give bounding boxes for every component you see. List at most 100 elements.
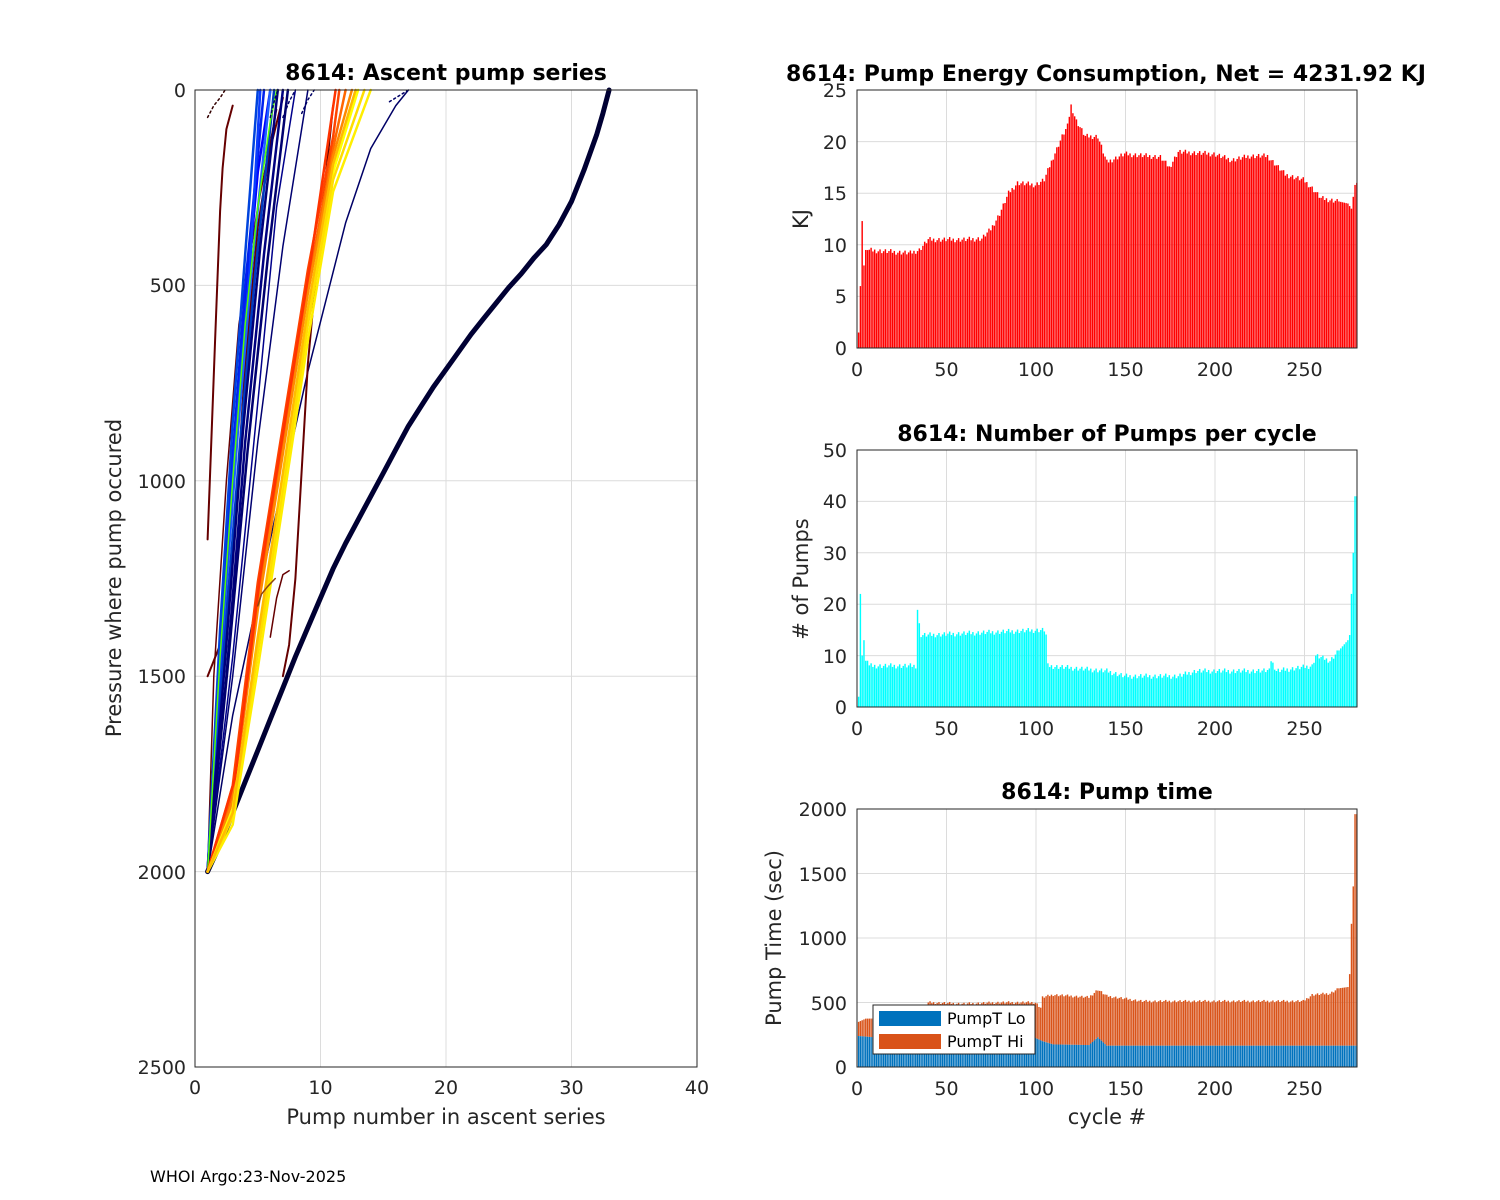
pumptime-ytick: 1500 (799, 864, 847, 886)
bar-lo (866, 1036, 869, 1067)
bar-hi (1045, 996, 1047, 1043)
bar-lo (1084, 1045, 1087, 1067)
bar (1232, 669, 1235, 707)
bar-hi (1304, 1000, 1306, 1046)
bar (1175, 678, 1178, 707)
bar (1023, 185, 1026, 348)
bar (1161, 677, 1163, 707)
bar (997, 630, 999, 707)
bar (982, 234, 985, 348)
bar (1163, 160, 1165, 348)
bar-lo (1306, 1045, 1308, 1067)
bar-hi (1291, 1000, 1294, 1046)
bar-lo (1295, 1045, 1297, 1067)
bar (1034, 185, 1037, 348)
bar (1297, 665, 1299, 707)
bar (1318, 197, 1321, 348)
bar-hi (1050, 994, 1053, 1044)
bar (1245, 157, 1247, 348)
bar (879, 249, 881, 348)
bar-hi (1070, 995, 1072, 1045)
bar-lo (1059, 1044, 1062, 1067)
bar (1159, 155, 1162, 348)
bar (1309, 666, 1312, 707)
bar-lo (1266, 1045, 1269, 1067)
bar-lo (1068, 1044, 1071, 1067)
bar (1265, 672, 1267, 707)
bar (1027, 181, 1029, 348)
bar (1252, 154, 1254, 348)
bar-lo (1293, 1045, 1296, 1067)
bar (1002, 629, 1004, 707)
bar (1290, 669, 1292, 707)
ascent-xticks: 0 10 20 30 40 (189, 1077, 709, 1099)
bar-lo (1297, 1045, 1299, 1067)
bar (1240, 672, 1242, 707)
bar (1093, 136, 1096, 348)
bar (1331, 657, 1333, 707)
ascent-series-line (206, 88, 357, 873)
bar-lo (1341, 1045, 1344, 1067)
bar-hi (1257, 1000, 1260, 1046)
bar (1029, 631, 1031, 707)
bar (1191, 153, 1194, 348)
bar-lo (1211, 1045, 1213, 1067)
bar-lo (1043, 1041, 1046, 1067)
bar-hi (1143, 1000, 1146, 1046)
ascent-axes-box (194, 89, 698, 1068)
bar (1129, 153, 1131, 348)
bar-hi (1266, 1000, 1269, 1046)
bar (1256, 156, 1258, 348)
bar (1282, 170, 1285, 348)
bar-lo (1143, 1045, 1146, 1067)
bar (1113, 159, 1115, 348)
bar-hi (1223, 999, 1226, 1046)
bar (975, 239, 978, 348)
bar (1009, 632, 1012, 707)
bar-lo (1091, 1041, 1094, 1067)
bar (1123, 153, 1126, 348)
bar (1088, 137, 1090, 348)
bar (1100, 668, 1103, 707)
bar-lo (1291, 1045, 1294, 1067)
bar-hi (1231, 1001, 1233, 1046)
bar (1252, 669, 1254, 707)
bar (873, 664, 876, 707)
bar-lo (1036, 1038, 1038, 1067)
bar-lo (1102, 1042, 1104, 1067)
pumps-xtick: 0 (851, 718, 863, 740)
bar (1179, 149, 1181, 348)
bar-hi (1131, 1000, 1133, 1046)
bar-hi (1177, 1001, 1179, 1046)
bar (1206, 154, 1208, 348)
bar (1165, 160, 1167, 348)
bar (1304, 182, 1306, 348)
bar (1165, 673, 1167, 707)
ascent-xtick: 0 (189, 1077, 201, 1099)
bar-hi (1095, 990, 1097, 1039)
bar-hi (1081, 995, 1083, 1045)
bar (1152, 156, 1154, 348)
bar (943, 632, 946, 707)
bar-lo (1077, 1044, 1079, 1067)
bar-lo (1095, 1038, 1097, 1067)
bar (1084, 668, 1087, 707)
bar (1222, 156, 1224, 348)
bar-lo (865, 1036, 867, 1067)
bar-hi (1136, 1001, 1138, 1046)
bar (1065, 666, 1067, 707)
bar (972, 632, 974, 707)
bar-hi (1075, 995, 1078, 1045)
bar (1106, 668, 1108, 707)
bar-lo (1327, 1045, 1329, 1067)
bar (1316, 192, 1319, 348)
energy-xtick: 250 (1286, 359, 1322, 381)
bar (906, 254, 908, 348)
bar (1050, 160, 1053, 348)
bar (1348, 206, 1351, 348)
bar (1275, 671, 1278, 707)
bar (1177, 676, 1179, 707)
ascent-series-line (269, 89, 279, 119)
bar (993, 225, 996, 348)
bar-lo (1304, 1045, 1306, 1067)
